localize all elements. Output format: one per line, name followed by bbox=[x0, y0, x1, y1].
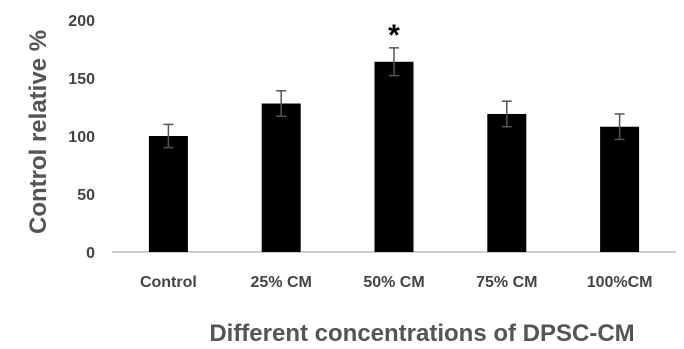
y-tick-label: 150 bbox=[68, 71, 95, 88]
x-tick-label: 25% CM bbox=[251, 274, 312, 291]
bar bbox=[600, 126, 640, 252]
error-bar bbox=[389, 47, 399, 77]
error-bar bbox=[501, 100, 512, 128]
bar bbox=[148, 136, 188, 252]
x-tick-label: 75% CM bbox=[476, 274, 537, 291]
error-bars bbox=[163, 47, 625, 149]
x-axis-title: Different concentrations of DPSC-CM bbox=[209, 320, 634, 347]
y-tick-label: 50 bbox=[77, 187, 95, 204]
x-tick-label: 50% CM bbox=[363, 274, 424, 291]
bars bbox=[148, 61, 640, 253]
x-axis-ticks: Control 25% CM 50% CM 75% CM 100%CM bbox=[140, 274, 653, 291]
x-tick-label: Control bbox=[140, 274, 197, 291]
bar bbox=[487, 113, 527, 253]
error-bar bbox=[163, 123, 174, 149]
error-bar bbox=[276, 90, 287, 118]
x-tick-label: 100%CM bbox=[587, 274, 653, 291]
y-axis-title: Control relative % bbox=[25, 30, 52, 234]
bar bbox=[374, 61, 414, 253]
error-bar bbox=[614, 113, 625, 141]
y-tick-label: 0 bbox=[86, 245, 95, 262]
y-tick-label: 200 bbox=[68, 13, 95, 30]
y-axis-ticks: 0 50 100 150 200 bbox=[68, 13, 95, 262]
y-tick-label: 100 bbox=[68, 129, 95, 146]
significance-marker: * bbox=[388, 19, 400, 52]
annotations: * bbox=[388, 19, 400, 52]
bar bbox=[261, 103, 301, 253]
